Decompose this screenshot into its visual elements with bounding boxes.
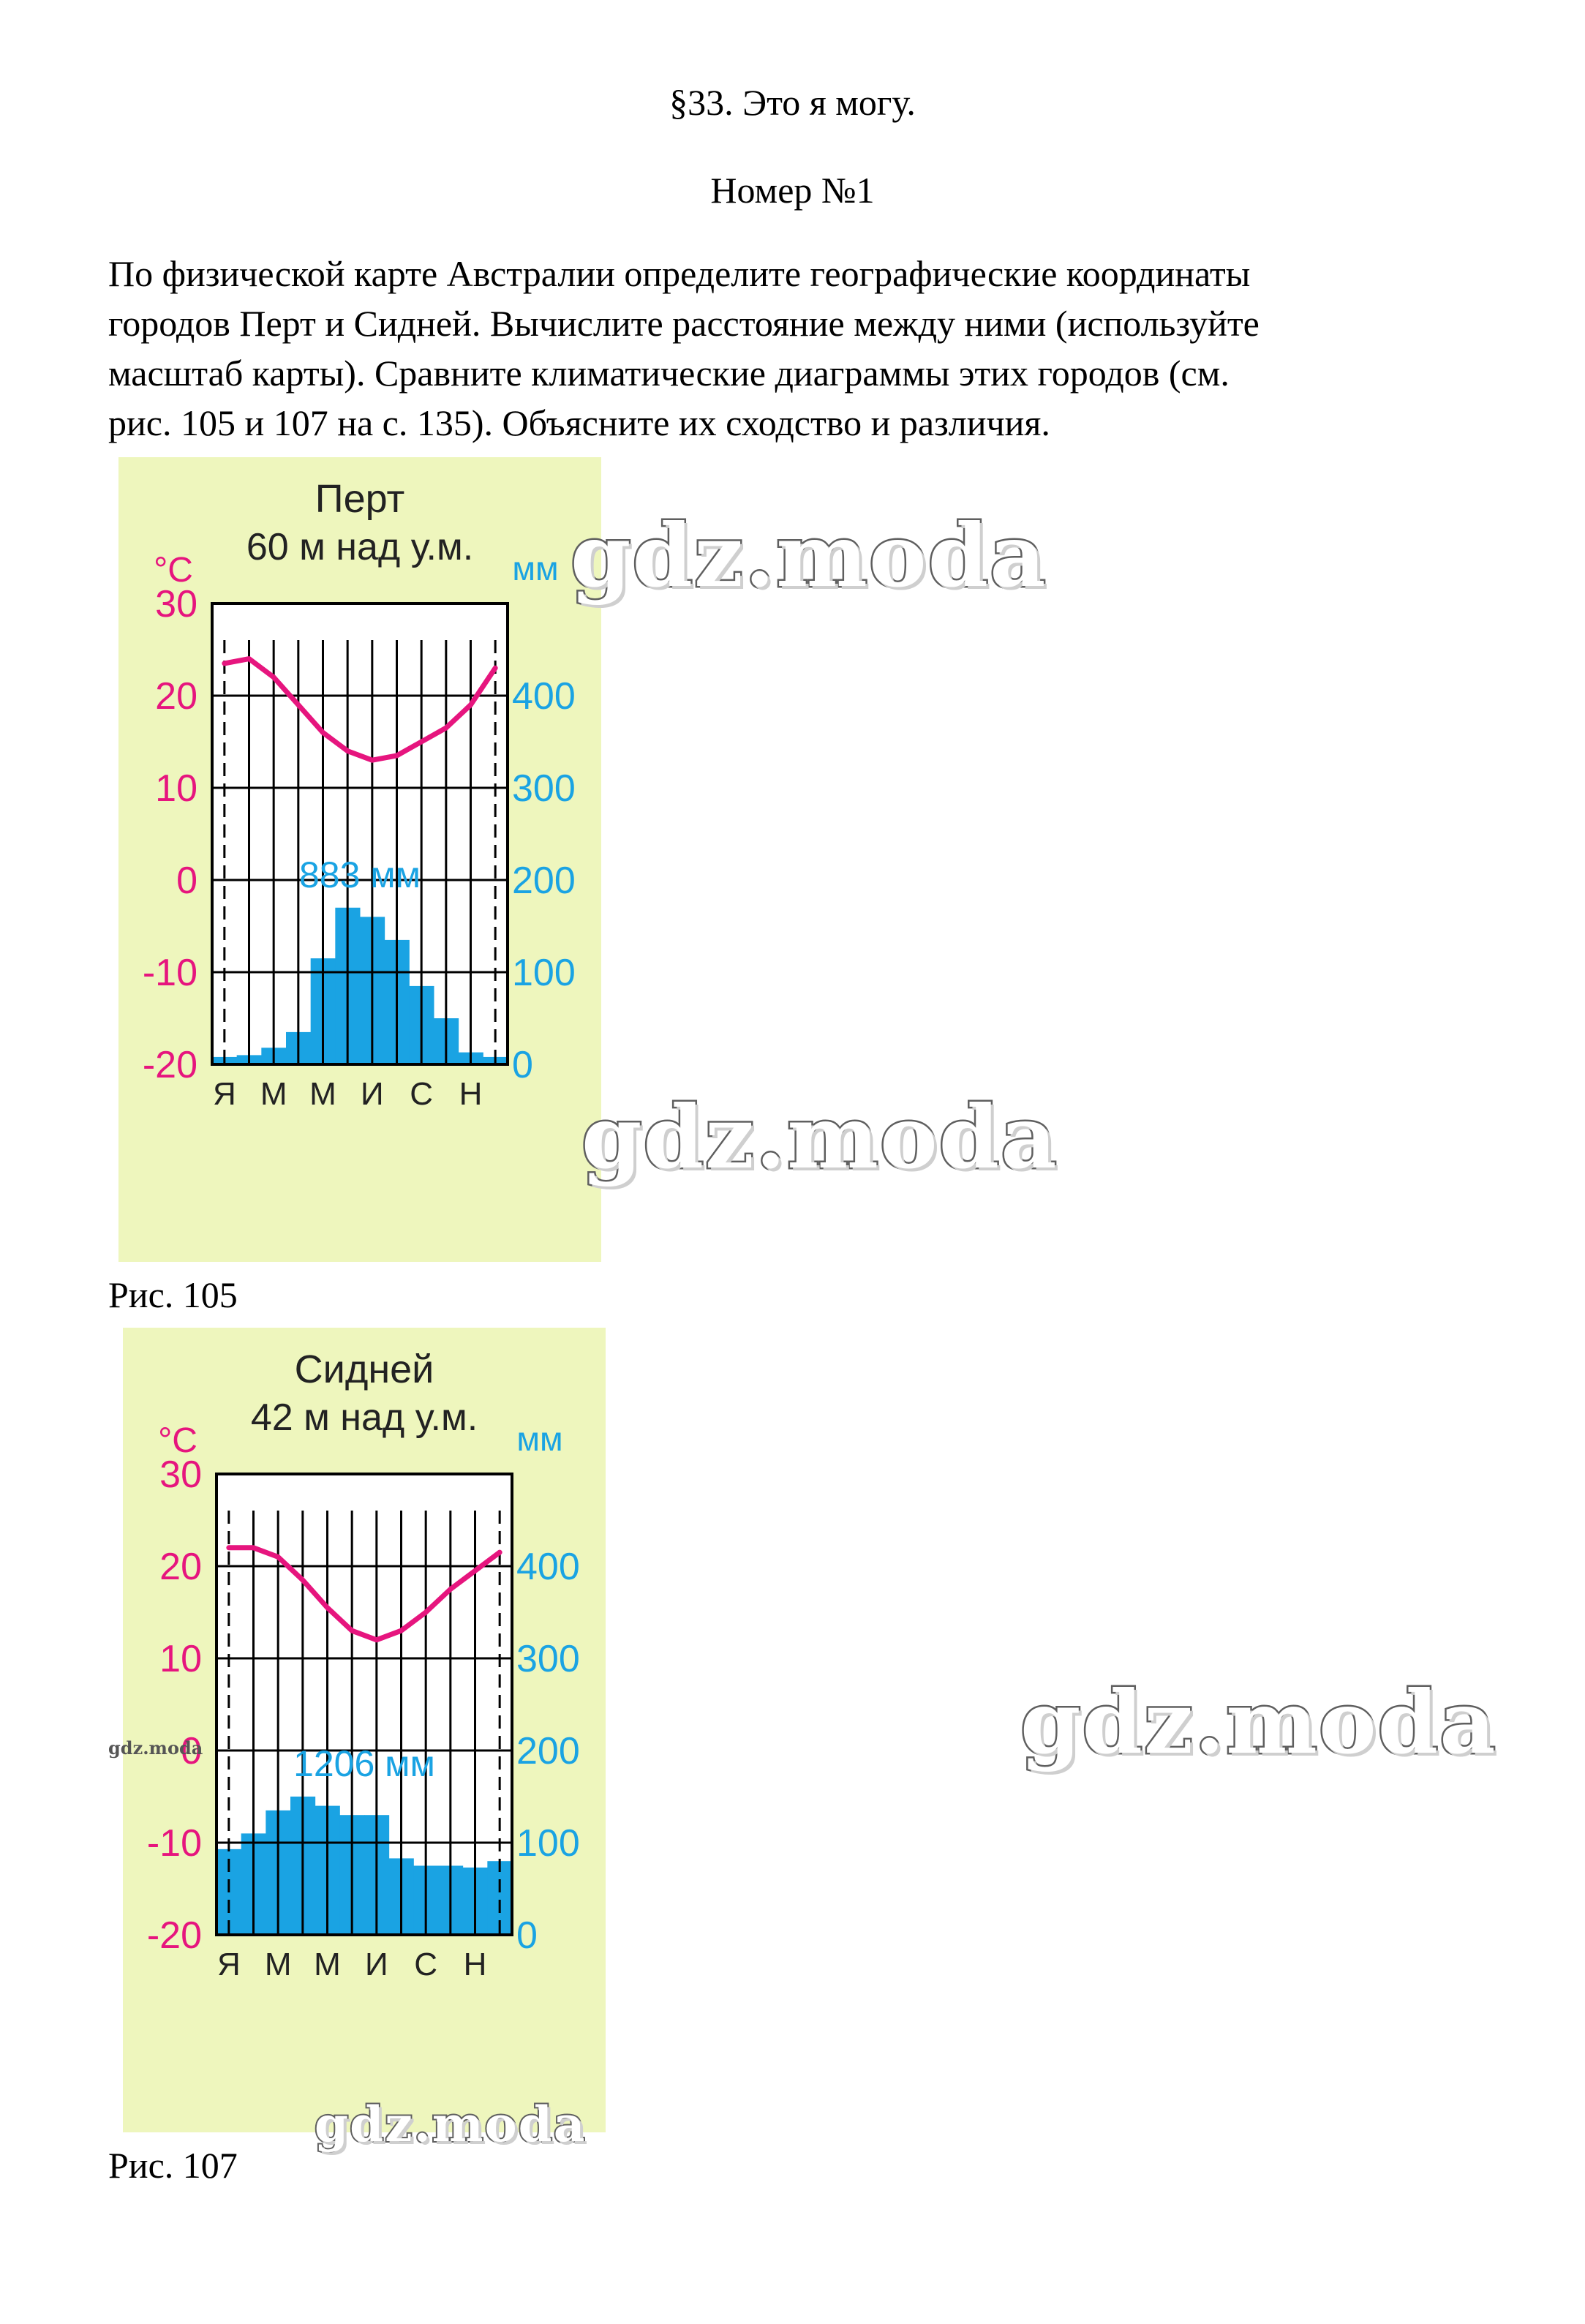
temperature-tick-label: -10 [147,1822,202,1865]
temperature-line [226,1545,502,1643]
watermark: gdz.moda [1019,1670,1498,1775]
temperature-tick-label: 0 [181,1730,202,1772]
paragraph-title: §33. Это я могу. [669,82,916,123]
temperature-line [222,656,498,763]
precipitation-tick-label: 200 [516,1730,580,1772]
climate-chart-perth: Перт 60 м над у.м. °C мм 30 20 10 0 -10 -20 400 300… [118,457,601,1262]
temperature-tick-label: 10 [155,767,197,810]
precipitation-tick-label: 0 [516,1914,538,1957]
month-label: С [410,1076,433,1112]
task-line: По физической карте Австралии определите… [108,253,1251,294]
plot-frame [215,1473,513,1936]
precipitation-tick-label: 300 [516,1638,580,1680]
task-text: По физической карте Австралии определите… [108,249,1498,448]
task-line: городов Перт и Сидней. Вычислите расстоя… [108,303,1260,344]
temperature-tick-label: -20 [147,1914,202,1957]
month-label: Я [217,1947,241,1982]
precipitation-tick-label: 200 [512,860,576,902]
temperature-tick-label: 30 [159,1454,202,1496]
chart-subtitle: 42 м над у.м. [251,1396,478,1439]
figure-caption-sydney: Рис. 107 [108,2145,238,2186]
task-line: масштаб карты). Сравните климатические д… [108,353,1230,394]
exercise-number: Номер №1 [710,170,875,211]
watermark: gdz.moda [580,1085,1059,1190]
precipitation-tick-label: 100 [512,952,576,994]
watermark: gdz.moda [569,503,1048,609]
month-label: С [414,1947,437,1982]
precipitation-tick-label: 300 [512,767,576,810]
month-label: Н [464,1947,487,1982]
temperature-unit-label: °C [154,551,193,590]
plot-frame [211,602,509,1066]
month-label: Н [459,1076,483,1112]
month-label: М [265,1947,292,1982]
month-label: И [361,1076,384,1112]
climate-chart-sydney: Сидней 42 м над у.м. °C мм 30 20 10 0 -10 -20 400 3… [123,1328,606,2132]
figure-caption-perth: Рис. 105 [108,1274,238,1315]
precipitation-tick-label: 400 [512,675,576,718]
temperature-unit-label: °C [158,1421,197,1460]
temperature-tick-label: 20 [155,675,197,718]
chart-title: Перт [315,477,404,521]
chart-subtitle: 60 м над у.м. [246,526,473,568]
precipitation-unit-label: мм [512,549,558,587]
watermark: gdz.moda [313,2094,587,2154]
temperature-tick-label: -10 [143,952,197,994]
watermark: gdz.moda [108,1737,203,1759]
temperature-tick-label: 20 [159,1546,202,1588]
temperature-tick-label: -20 [143,1044,197,1086]
temperature-tick-label: 0 [176,860,197,902]
total-precipitation-label: 1206 мм [293,1743,435,1784]
total-precipitation-label: 883 мм [299,854,421,895]
precipitation-tick-label: 0 [512,1044,533,1086]
month-label: И [365,1947,388,1982]
precipitation-tick-label: 400 [516,1546,580,1588]
month-label: М [309,1076,336,1112]
month-label: М [260,1076,287,1112]
task-line: рис. 105 и 107 на с. 135). Объясните их … [108,402,1050,443]
month-label: Я [213,1076,236,1112]
precipitation-unit-label: мм [516,1420,562,1458]
temperature-tick-label: 10 [159,1638,202,1680]
chart-title: Сидней [295,1347,434,1391]
precipitation-tick-label: 100 [516,1822,580,1865]
month-label: М [314,1947,341,1982]
temperature-tick-label: 30 [155,583,197,625]
